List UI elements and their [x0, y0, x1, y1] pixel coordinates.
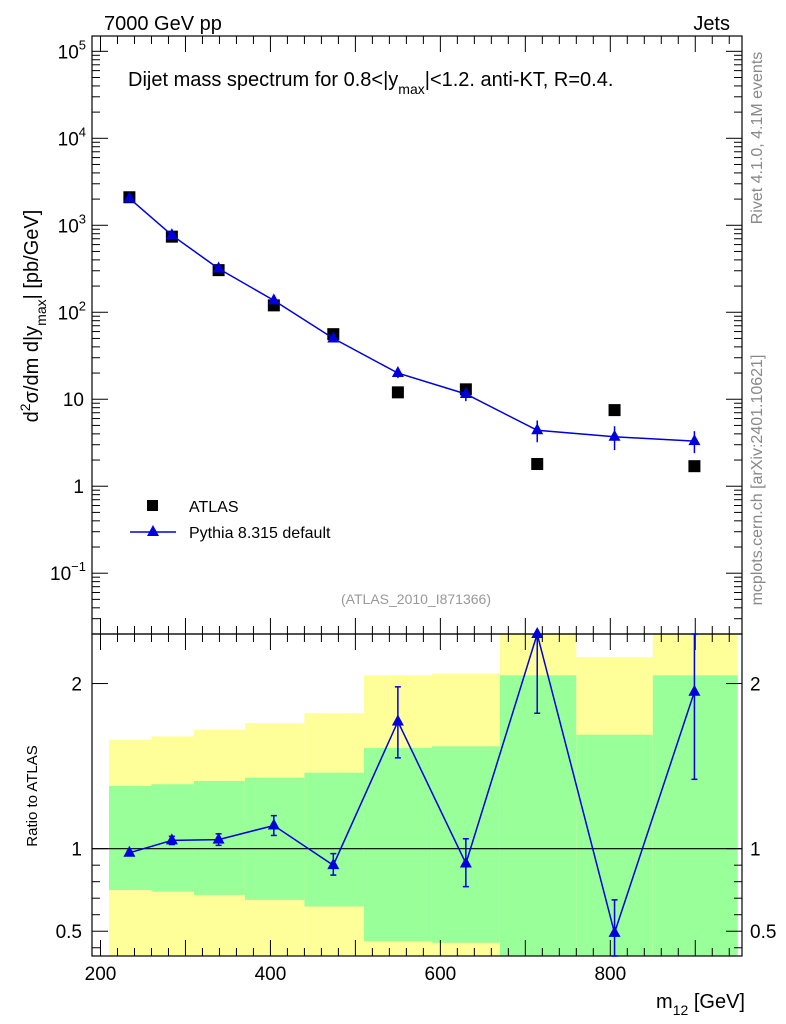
- xtick-label: 600: [425, 964, 457, 985]
- header-energy-label: 7000 GeV pp: [104, 13, 222, 35]
- main-ytick-label: 10−1: [50, 559, 86, 585]
- ratio-ytick-label-left: 0.5: [56, 922, 82, 943]
- main-ytick-label: 104: [58, 124, 86, 150]
- ratio-uncertainty-bands: [108, 634, 738, 956]
- ratio-ytick-label-left: 2: [71, 675, 82, 696]
- ratio-ytick-label-right: 0.5: [750, 922, 776, 943]
- rivet-version-label: Rivet 4.1.0, 4.1M events: [749, 52, 766, 225]
- inner-band-5: [363, 747, 432, 942]
- atlas-point-7: [531, 458, 544, 471]
- xtick-label: 200: [85, 964, 117, 985]
- ratio-series-layer: [123, 627, 701, 957]
- ratio-point-3: [267, 818, 280, 830]
- atlas-point-8: [608, 404, 621, 417]
- xtick-label: 400: [255, 964, 287, 985]
- pythia-point-9: [688, 434, 701, 446]
- legend: ATLAS Pythia 8.315 default: [130, 499, 331, 542]
- main-ylabel: d2σ/dm d|ymax| [pb/GeV]: [17, 210, 49, 423]
- xtick-label: 800: [594, 964, 626, 985]
- ratio-ylabel: Ratio to ATLAS: [24, 745, 41, 846]
- legend-atlas-marker: [147, 500, 158, 511]
- header-jets-label: Jets: [693, 13, 730, 35]
- pythia-point-4: [327, 331, 340, 343]
- main-frame: [91, 35, 743, 635]
- main-series-layer: [123, 191, 701, 473]
- pythia-line: [128, 197, 695, 442]
- pythia-point-7: [531, 423, 544, 435]
- analysis-label: (ATLAS_2010_I871366): [341, 591, 491, 607]
- inner-band-0: [108, 785, 152, 890]
- ratio-point-4: [327, 858, 340, 870]
- ratio-ytick-label-right: 2: [750, 675, 761, 696]
- ratio-point-0: [123, 845, 136, 857]
- main-ytick-label: 1: [73, 477, 84, 498]
- ratio-frame: [91, 633, 743, 957]
- pythia-point-2: [212, 261, 225, 273]
- ratio-line: [129, 631, 696, 936]
- legend-atlas-label: ATLAS: [189, 499, 239, 516]
- ratio-point-1: [165, 833, 178, 845]
- x-axis-label: m12 [GeV]: [656, 991, 745, 1018]
- main-title: Dijet mass spectrum for 0.8<|ymax|<1.2. …: [128, 69, 613, 97]
- pythia-point-1: [165, 228, 178, 240]
- inner-band-3: [244, 777, 305, 900]
- pythia-point-5: [391, 366, 404, 378]
- pythia-point-8: [608, 429, 621, 441]
- ratio-ytick-label-right: 1: [750, 840, 761, 861]
- inner-band-7: [499, 675, 577, 956]
- main-ytick-label: 105: [58, 37, 86, 63]
- main-ytick-label: 102: [58, 298, 86, 324]
- ratio-point-7: [531, 627, 544, 638]
- main-ytick-label: 10: [63, 390, 84, 411]
- ratio-point-2: [212, 832, 225, 844]
- ratio-point-8: [608, 925, 621, 937]
- mcplots-label: mcplots.cern.ch [arXiv:2401.10621]: [749, 355, 766, 606]
- inner-band-9: [652, 675, 738, 956]
- ratio-ytick-label-left: 1: [71, 840, 82, 861]
- atlas-point-5: [391, 386, 404, 399]
- ratio-point-5: [391, 714, 404, 726]
- ratio-point-6: [459, 856, 472, 868]
- legend-pythia-label: Pythia 8.315 default: [189, 525, 331, 542]
- pythia-point-3: [267, 293, 280, 305]
- ratio-point-9: [688, 684, 701, 696]
- atlas-point-9: [688, 460, 701, 473]
- inner-band-4: [304, 772, 364, 907]
- main-ytick-label: 103: [58, 211, 86, 237]
- legend-pythia-marker: [147, 525, 159, 536]
- pythia-point-6: [459, 386, 472, 398]
- pythia-point-0: [123, 191, 136, 203]
